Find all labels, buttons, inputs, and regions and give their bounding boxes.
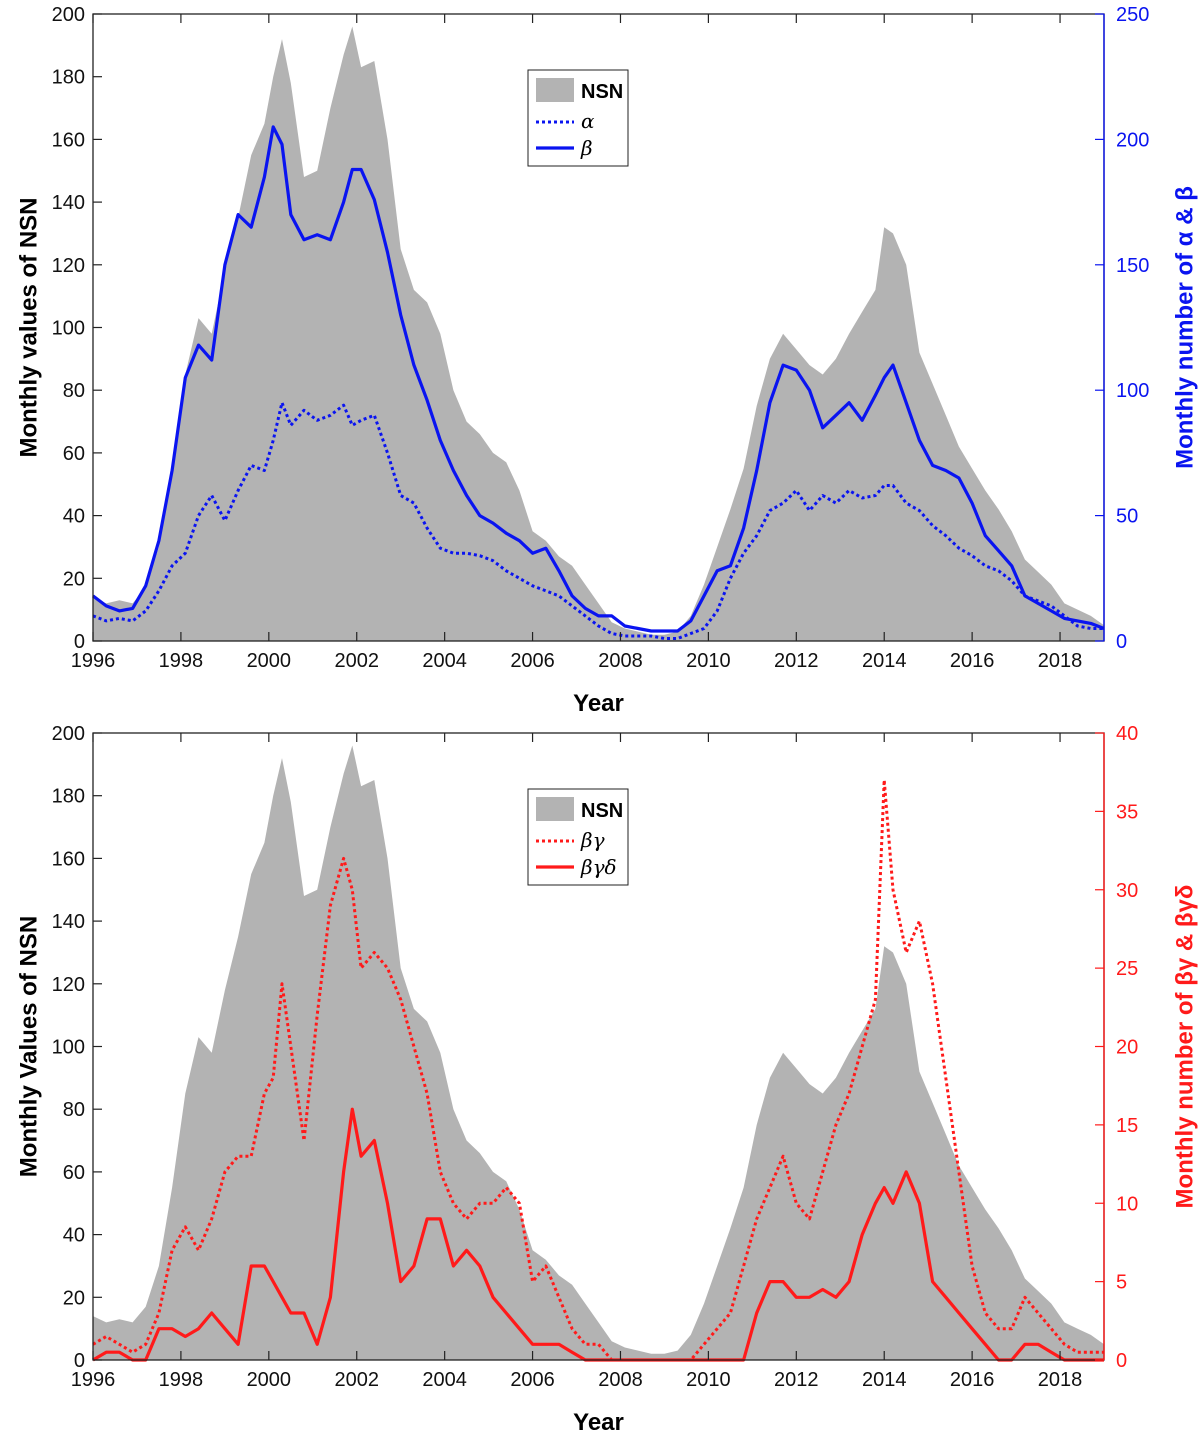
y-tick-label: 160 — [52, 129, 85, 151]
y-tick-label: 180 — [52, 67, 85, 89]
y2-tick-label: 10 — [1116, 1193, 1138, 1215]
y2-tick-label: 30 — [1116, 880, 1138, 902]
y-tick-label: 0 — [74, 1350, 85, 1372]
x-tick-label: 2016 — [950, 650, 995, 672]
x-tick-label: 2016 — [950, 1369, 995, 1391]
x-tick-label: 2004 — [422, 650, 467, 672]
x-tick-label: 1996 — [71, 650, 116, 672]
chart-panel-1: 1996 1998 2000 2002 2004 2006 2008 2010 2012 2014… — [15, 4, 1198, 717]
legend-label: βγ — [580, 828, 605, 852]
y-tick-label: 20 — [63, 568, 85, 590]
y-tick-label: 140 — [52, 911, 85, 933]
y2-tick-label: 0 — [1116, 631, 1127, 653]
y-tick-label: 60 — [63, 443, 85, 465]
y2-tick-label: 150 — [1116, 255, 1149, 277]
nsn-area — [93, 745, 1104, 1360]
x-tick-label: 2010 — [686, 1369, 731, 1391]
y-tick-label: 200 — [52, 4, 85, 26]
y-tick-label: 160 — [52, 848, 85, 870]
y-tick-label: 40 — [63, 506, 85, 528]
x-tick-label: 2010 — [686, 650, 731, 672]
y2-tick-label: 200 — [1116, 129, 1149, 151]
x-tick-label: 2006 — [510, 1369, 555, 1391]
y-tick-label: 100 — [52, 1037, 85, 1059]
x-tick-label: 2006 — [510, 650, 555, 672]
y-tick-label: 100 — [52, 318, 85, 340]
y2-tick-label: 25 — [1116, 958, 1138, 980]
y-tick-label: 60 — [63, 1162, 85, 1184]
chart-panel-2: 1996 1998 2000 2002 2004 2006 2008 2010 2012 2014… — [15, 723, 1198, 1436]
y-tick-label: 180 — [52, 786, 85, 808]
x-tick-label: 1998 — [159, 650, 204, 672]
x-tick-label: 2014 — [862, 1369, 907, 1391]
y-tick-label: 80 — [63, 380, 85, 402]
x-axis-label: Year — [573, 1409, 624, 1436]
y2-tick-label: 40 — [1116, 723, 1138, 745]
y-tick-label: 200 — [52, 723, 85, 745]
x-tick-label: 1998 — [159, 1369, 204, 1391]
y2-tick-label: 0 — [1116, 1350, 1127, 1372]
legend-label: NSN — [581, 800, 623, 822]
y2-tick-label: 5 — [1116, 1272, 1127, 1294]
y2-tick-label: 50 — [1116, 506, 1138, 528]
y2-tick-label: 250 — [1116, 4, 1149, 26]
nsn-area — [93, 26, 1104, 641]
y-tick-label: 80 — [63, 1099, 85, 1121]
series-line-dotted — [92, 778, 1104, 1362]
x-tick-label: 2008 — [598, 1369, 643, 1391]
x-tick-label: 1996 — [71, 1369, 116, 1391]
x-axis-label: Year — [573, 690, 624, 717]
x-tick-label: 2012 — [774, 650, 819, 672]
x-tick-label: 2014 — [862, 650, 907, 672]
y2-tick-label: 20 — [1116, 1037, 1138, 1059]
legend-label: β — [580, 136, 593, 160]
x-tick-label: 2008 — [598, 650, 643, 672]
x-tick-label: 2000 — [247, 1369, 292, 1391]
x-tick-label: 2002 — [334, 1369, 379, 1391]
x-tick-label: 2002 — [334, 650, 379, 672]
y2-tick-label: 100 — [1116, 380, 1149, 402]
y-tick-label: 120 — [52, 255, 85, 277]
legend-label: NSN — [581, 81, 623, 103]
series-line-solid — [92, 125, 1105, 633]
y-tick-label: 40 — [63, 1225, 85, 1247]
y-tick-label: 120 — [52, 974, 85, 996]
y-axis-label: Monthly Values of NSN — [15, 916, 42, 1177]
legend-swatch-area — [536, 797, 574, 821]
x-tick-label: 2012 — [774, 1369, 819, 1391]
legend-swatch-area — [536, 78, 574, 102]
y-tick-label: 0 — [74, 631, 85, 653]
legend-label: βγδ — [580, 855, 617, 879]
y2-tick-label: 15 — [1116, 1115, 1138, 1137]
y2-axis-label: Monthly number of α & β — [1171, 186, 1198, 469]
y-axis-label: Monthly values of NSN — [15, 197, 42, 457]
y2-tick-label: 35 — [1116, 801, 1138, 823]
series-line-dotted — [92, 401, 1104, 640]
legend-label: α — [581, 109, 595, 133]
x-tick-label: 2018 — [1038, 650, 1083, 672]
y-tick-label: 20 — [63, 1287, 85, 1309]
x-tick-label: 2018 — [1038, 1369, 1083, 1391]
y2-axis-label: Monthly number of βγ & βγδ — [1171, 885, 1198, 1209]
x-tick-label: 2004 — [422, 1369, 467, 1391]
y-tick-label: 140 — [52, 192, 85, 214]
x-tick-label: 2000 — [247, 650, 292, 672]
